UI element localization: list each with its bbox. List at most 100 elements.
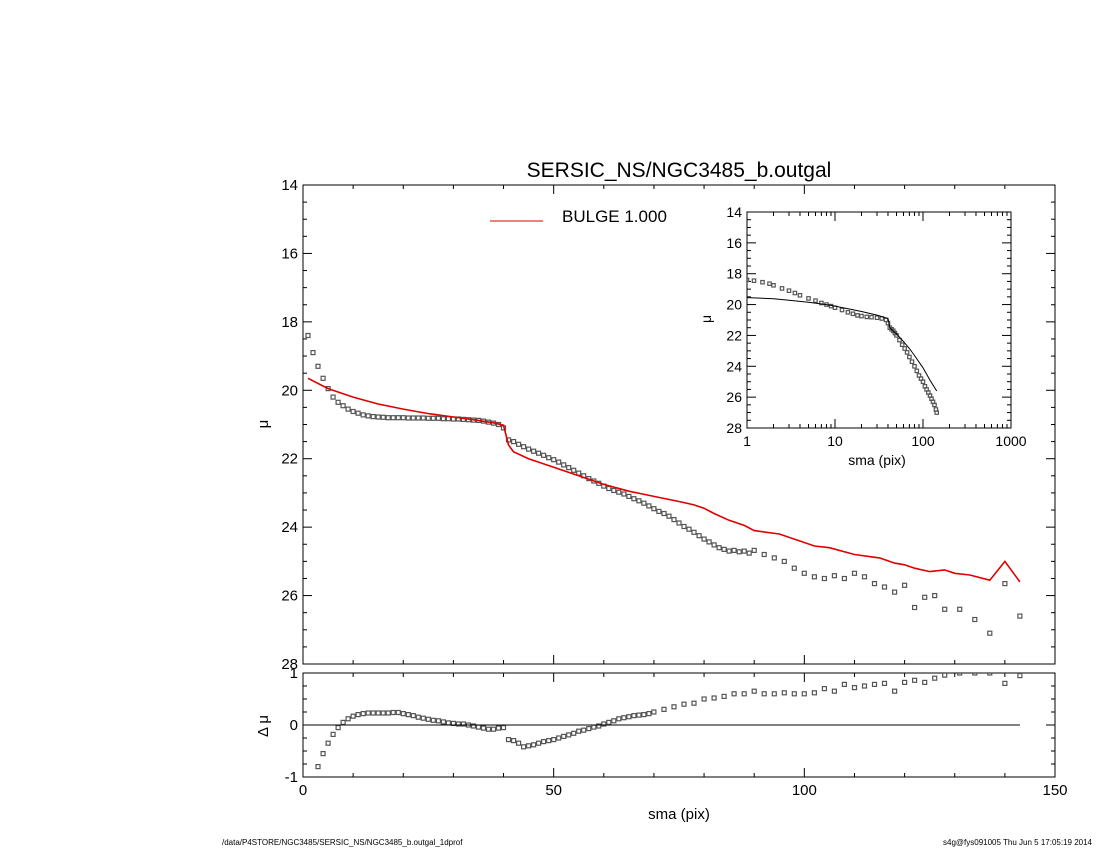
data-point [355, 711, 361, 718]
data-point [350, 408, 356, 415]
data-point [596, 723, 602, 729]
data-point [711, 695, 717, 701]
data-point [626, 493, 632, 499]
data-point [691, 529, 697, 535]
data-point [671, 704, 677, 710]
data-point [621, 715, 627, 721]
x-tick-label: 10 [827, 433, 843, 449]
data-point [430, 717, 436, 723]
data-point [566, 465, 572, 471]
data-point [395, 709, 401, 716]
data-point [751, 278, 757, 284]
data-point [520, 744, 527, 750]
data-point [500, 724, 507, 731]
data-point [636, 712, 642, 718]
data-point [310, 350, 316, 356]
data-point [909, 359, 915, 365]
data-point [415, 415, 421, 421]
data-point [330, 731, 336, 738]
data-point [801, 570, 807, 576]
y-tick-label: 28 [281, 656, 298, 673]
x-tick-label: 150 [1042, 782, 1067, 799]
data-point [335, 399, 341, 405]
data-point [611, 487, 617, 494]
data-point [901, 679, 908, 686]
data-point [425, 716, 431, 722]
data-point [370, 710, 376, 716]
data-point [1017, 613, 1023, 619]
data-point [556, 735, 562, 741]
data-point [891, 688, 898, 694]
data-point [771, 691, 777, 697]
data-point [686, 526, 692, 532]
data-point [871, 681, 878, 688]
data-point [987, 673, 993, 676]
data-point [864, 314, 870, 320]
legend: BULGE 1.000 [490, 207, 667, 226]
data-point [957, 673, 963, 676]
data-point [942, 673, 948, 678]
data-point [934, 410, 940, 415]
data-point [305, 332, 311, 339]
y-tick-label: -1 [285, 769, 298, 786]
y-tick-label: 16 [281, 245, 298, 262]
data-point [885, 320, 891, 326]
data-point [390, 415, 396, 421]
data-point [325, 740, 331, 746]
y-tick-label: 22 [281, 451, 298, 468]
data-point [576, 728, 582, 734]
data-point [505, 736, 512, 743]
data-point [405, 415, 411, 421]
data-point [696, 533, 702, 539]
data-point [806, 296, 811, 301]
data-point [410, 712, 416, 719]
residual-y-axis-title: Δ μ [255, 715, 272, 737]
data-point [380, 414, 386, 420]
data-point [460, 721, 466, 727]
data-point [932, 592, 938, 599]
data-point [345, 716, 351, 722]
data-point [490, 726, 497, 732]
data-point [706, 539, 712, 545]
data-point [902, 346, 908, 351]
y-tick-label: 18 [726, 266, 742, 282]
data-point [786, 288, 792, 294]
data-point [546, 737, 552, 744]
data-point [922, 594, 928, 600]
data-point [540, 452, 547, 458]
data-point [691, 700, 697, 706]
inset-panel: 14 16 18 20 22 24 26 281 10 100 1000 [726, 204, 1026, 449]
data-point [851, 570, 858, 576]
data-point [797, 293, 803, 298]
data-point [355, 410, 361, 416]
data-point [311, 780, 315, 784]
data-point [914, 368, 920, 374]
data-point [581, 727, 587, 733]
data-point [911, 604, 918, 611]
data-point [385, 710, 391, 716]
y-tick-label: 24 [726, 358, 742, 374]
data-point [395, 415, 401, 421]
y-tick-label: 0 [290, 717, 298, 734]
data-point [932, 402, 937, 408]
data-point [831, 688, 838, 694]
data-point [360, 710, 366, 717]
legend-label: BULGE 1.000 [562, 207, 667, 226]
data-point [791, 691, 797, 697]
data-point [726, 548, 732, 554]
data-point [561, 733, 567, 740]
data-point [420, 715, 426, 721]
data-point [455, 721, 461, 727]
data-point [922, 679, 928, 686]
data-point [365, 413, 371, 419]
data-point [760, 279, 765, 285]
data-point [741, 691, 747, 697]
inset-y-axis-title: μ [698, 315, 714, 323]
data-point [535, 740, 542, 746]
data-point [621, 491, 627, 497]
data-point [315, 763, 321, 770]
data-point [1002, 580, 1008, 587]
data-point [525, 743, 532, 749]
data-point [859, 313, 864, 319]
